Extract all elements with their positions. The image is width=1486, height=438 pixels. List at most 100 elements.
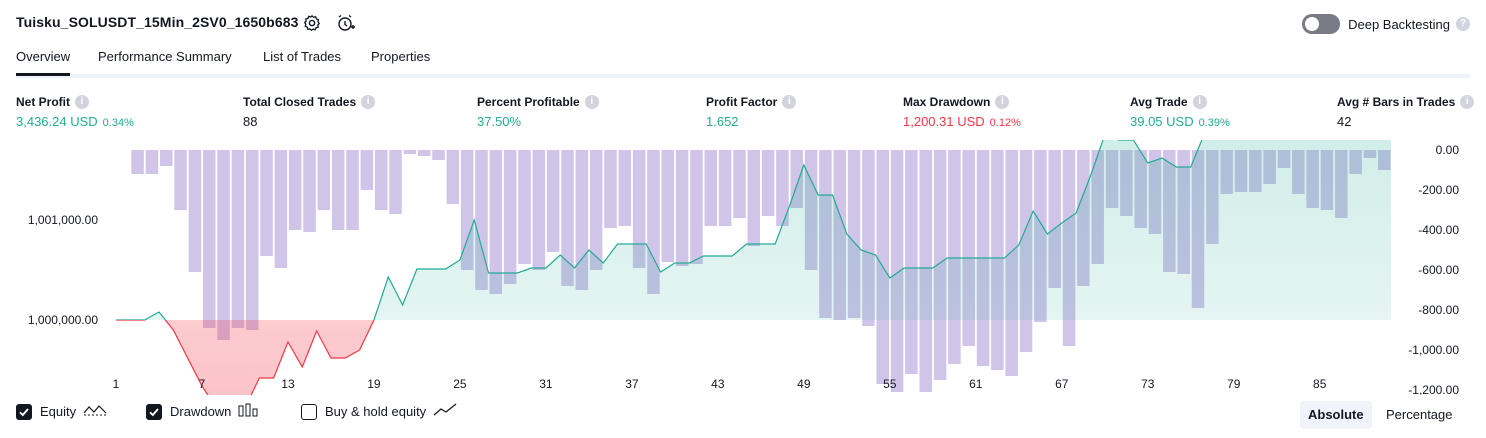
metric-percent-profitable: Percent Profitable i 37.50%	[477, 94, 599, 129]
equity-negative-area	[116, 320, 1378, 395]
drawdown-bar	[747, 150, 761, 246]
info-icon[interactable]: i	[995, 95, 1010, 109]
metric-max-drawdown: Max Drawdown i 1,200.31 USD 0.12%	[903, 94, 1021, 129]
drawdown-bar	[145, 150, 159, 174]
legend-equity[interactable]: Equity	[16, 403, 107, 420]
drawdown-bar	[432, 150, 445, 160]
tab-overview[interactable]: Overview	[16, 49, 71, 76]
x-axis-tick: 19	[367, 377, 381, 391]
x-axis-tick: 37	[625, 377, 639, 391]
metric-avg-bars-in-trades: Avg # Bars in Trades i 42	[1337, 94, 1475, 129]
drawdown-bar	[890, 150, 904, 392]
drawdown-bar	[288, 150, 302, 230]
legend-buy-hold[interactable]: Buy & hold equity	[301, 403, 457, 420]
equity-drawdown-chart[interactable]: 1,000,000.001,001,000.001,002,000.001,00…	[0, 140, 1486, 395]
info-icon[interactable]: i	[75, 95, 89, 109]
right-axis-tick: -600.00	[1418, 263, 1459, 277]
strategy-title: Tuisku_SOLUSDT_15Min_2SV0_1650b683	[16, 14, 299, 30]
metric-profit-factor: Profit Factor i 1.652	[706, 94, 797, 129]
metric-label: Net Profit	[16, 95, 70, 109]
drawdown-bar	[360, 150, 374, 190]
metric-avg-trade: Avg Trade i 39.05 USD 0.39%	[1130, 94, 1230, 129]
drawdown-bar	[718, 150, 732, 226]
info-icon[interactable]: i	[1460, 95, 1475, 109]
drawdown-bar	[403, 150, 417, 154]
drawdown-bar	[518, 150, 531, 264]
toggle-knob	[1305, 17, 1320, 31]
metric-value: 3,436.24 USD	[16, 114, 98, 129]
x-axis-tick: 7	[199, 377, 206, 391]
absolute-button[interactable]: Absolute	[1300, 401, 1372, 429]
drawdown-bar	[231, 150, 245, 328]
drawdown-checkbox[interactable]	[146, 403, 162, 420]
question-icon[interactable]: ?	[1456, 17, 1470, 31]
deep-backtesting-toggle-group: Deep Backtesting ?	[1302, 14, 1470, 34]
buy-hold-checkbox[interactable]	[301, 403, 317, 420]
x-axis-tick: 49	[797, 377, 811, 391]
equity-line-negative	[116, 320, 375, 395]
drawdown-bar	[131, 150, 144, 174]
info-icon[interactable]: i	[782, 95, 797, 109]
metric-value: 37.50%	[477, 114, 522, 129]
x-axis-tick: 55	[883, 377, 897, 391]
equity-icon	[83, 403, 107, 420]
metric-value: 1.652	[706, 114, 739, 129]
x-axis-tick: 1	[113, 377, 120, 391]
right-axis-tick: -800.00	[1418, 303, 1459, 317]
right-axis-tick: -1,200.00	[1408, 383, 1459, 395]
legend-label: Buy & hold equity	[325, 404, 427, 419]
drawdown-bar	[260, 150, 273, 256]
tab-properties[interactable]: Properties	[371, 49, 431, 64]
right-axis-tick: -400.00	[1418, 223, 1459, 237]
tab-performance-summary[interactable]: Performance Summary	[98, 49, 232, 64]
drawdown-icon	[238, 403, 260, 420]
right-axis-tick: -1,000.00	[1408, 343, 1459, 357]
drawdown-bar	[188, 150, 202, 272]
drawdown-bar	[561, 150, 574, 286]
drawdown-bar	[761, 150, 775, 216]
equity-line-positive	[116, 140, 1203, 320]
gear-icon[interactable]	[303, 14, 321, 32]
drawdown-bar	[202, 150, 216, 328]
x-axis-tick: 61	[969, 377, 983, 391]
add-alert-icon[interactable]	[336, 14, 355, 32]
drawdown-bar	[274, 150, 288, 268]
info-icon[interactable]: i	[361, 95, 376, 109]
drawdown-bar	[331, 150, 345, 230]
metric-value: 42	[1337, 114, 1352, 129]
x-axis: 1 7 13 19 25 31 37 43 49 55 61 67 73 79 85	[113, 377, 1327, 391]
metric-label: Profit Factor	[706, 95, 778, 109]
drawdown-bar	[503, 150, 517, 284]
drawdown-bar	[632, 150, 646, 268]
info-icon[interactable]: i	[1192, 95, 1207, 109]
tab-list-of-trades[interactable]: List of Trades	[263, 49, 342, 64]
deep-backtesting-label: Deep Backtesting	[1348, 16, 1450, 32]
drawdown-bar	[446, 150, 460, 204]
metric-label: Total Closed Trades	[243, 95, 357, 109]
metric-percent: 0.34%	[102, 117, 134, 129]
drawdown-bar	[389, 150, 402, 214]
info-icon[interactable]: i	[584, 95, 599, 109]
drawdown-bar	[733, 150, 746, 218]
buy-hold-icon	[433, 403, 457, 420]
metric-net-profit: Net Profit i 3,436.24 USD 0.34%	[16, 94, 134, 129]
legend-drawdown[interactable]: Drawdown	[146, 403, 260, 420]
x-axis-tick: 13	[281, 377, 295, 391]
drawdown-bar	[690, 150, 703, 264]
equity-checkbox[interactable]	[16, 403, 32, 420]
drawdown-bar	[159, 150, 173, 166]
right-axis: 0.00 -200.00 -400.00 -600.00 -800.00 -1,000.0…	[1408, 143, 1459, 395]
left-axis-tick: 1,000,000.00	[28, 313, 98, 327]
metric-value: 88	[243, 114, 258, 129]
deep-backtesting-toggle[interactable]	[1302, 14, 1341, 34]
tab-bar: Overview Performance Summary List of Tra…	[16, 46, 1470, 78]
drawdown-bar	[317, 150, 331, 210]
drawdown-bar	[303, 150, 316, 232]
drawdown-bar	[661, 150, 675, 262]
percentage-button[interactable]: Percentage	[1386, 407, 1453, 422]
x-axis-tick: 85	[1313, 377, 1327, 391]
metric-value: 39.05 USD	[1130, 114, 1194, 129]
drawdown-bar	[374, 150, 388, 210]
drawdown-bar	[174, 150, 187, 210]
x-axis-tick: 31	[539, 377, 553, 391]
